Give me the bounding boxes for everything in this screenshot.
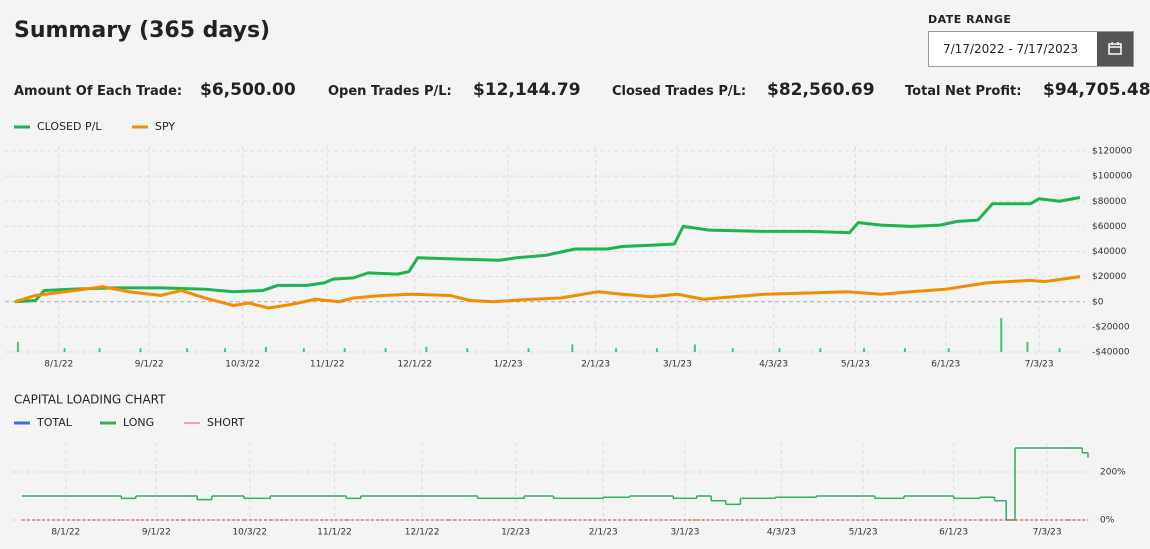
stat-value: $12,144.79 bbox=[473, 80, 581, 100]
x-tick-label: 8/1/22 bbox=[44, 360, 73, 370]
volume-bar bbox=[224, 348, 227, 352]
calendar-icon bbox=[1108, 42, 1122, 55]
y-tick-label: $0 bbox=[1092, 297, 1104, 307]
volume-bar bbox=[302, 348, 305, 352]
volume-bar bbox=[527, 348, 530, 352]
x-tick-label: 9/1/22 bbox=[135, 360, 164, 370]
x-tick-label: 6/1/23 bbox=[931, 360, 960, 370]
y-tick-label: $40000 bbox=[1092, 247, 1127, 257]
x-tick-label: 11/1/22 bbox=[317, 528, 352, 538]
x-tick-label: 4/3/23 bbox=[767, 528, 796, 538]
volume-bar bbox=[16, 341, 19, 352]
date-range-value: 7/17/2022 - 7/17/2023 bbox=[943, 42, 1079, 56]
x-tick-label: 1/2/23 bbox=[494, 360, 523, 370]
stat-label: Amount Of Each Trade: bbox=[14, 84, 183, 99]
page-title: Summary (365 days) bbox=[14, 18, 271, 43]
x-tick-label: 7/3/23 bbox=[1025, 360, 1054, 370]
volume-bar bbox=[139, 348, 142, 352]
legend-label: SHORT bbox=[207, 416, 245, 429]
x-tick-label: 1/2/23 bbox=[501, 528, 530, 538]
date-range-label: DATE RANGE bbox=[928, 13, 1012, 26]
stat-label: Closed Trades P/L: bbox=[612, 84, 747, 99]
volume-bar bbox=[343, 348, 346, 352]
x-tick-label: 2/1/23 bbox=[589, 528, 618, 538]
volume-bar bbox=[903, 348, 906, 352]
y-tick-label: $120000 bbox=[1092, 147, 1132, 157]
legend-label: CLOSED P/L bbox=[37, 120, 102, 133]
x-tick-label: 12/1/22 bbox=[397, 360, 432, 370]
volume-bar bbox=[466, 348, 469, 352]
volume-bar bbox=[1000, 318, 1003, 352]
x-tick-label: 4/3/23 bbox=[759, 360, 788, 370]
x-tick-label: 3/1/23 bbox=[670, 528, 699, 538]
x-tick-label: 11/1/22 bbox=[310, 360, 345, 370]
chart-title: CAPITAL LOADING CHART bbox=[14, 393, 166, 407]
volume-bar bbox=[778, 348, 781, 352]
stat-value: $94,705.48 bbox=[1043, 80, 1150, 100]
y-tick-label: $60000 bbox=[1092, 222, 1127, 232]
volume-bar bbox=[947, 348, 950, 352]
x-tick-label: 5/1/23 bbox=[849, 528, 878, 538]
y-tick-label: -$20000 bbox=[1092, 322, 1130, 332]
stat-label: Open Trades P/L: bbox=[328, 84, 452, 99]
x-tick-label: 3/1/23 bbox=[663, 360, 692, 370]
legend-label: TOTAL bbox=[36, 416, 73, 429]
series-line bbox=[14, 196, 1081, 304]
volume-bar bbox=[264, 346, 267, 352]
x-tick-label: 6/1/23 bbox=[939, 528, 968, 538]
x-tick-label: 2/1/23 bbox=[581, 360, 610, 370]
volume-bar bbox=[655, 348, 658, 352]
volume-bar bbox=[731, 348, 734, 352]
legend-label: SPY bbox=[155, 120, 175, 133]
volume-bar bbox=[186, 348, 189, 352]
volume-bar bbox=[63, 348, 66, 352]
series-line bbox=[14, 275, 1081, 310]
volume-bar bbox=[425, 346, 428, 352]
y-tick-label: 0% bbox=[1100, 516, 1115, 526]
date-range-input[interactable]: 7/17/2022 - 7/17/2023 bbox=[928, 31, 1134, 67]
stat-value: $6,500.00 bbox=[200, 80, 296, 100]
y-tick-label: $100000 bbox=[1092, 172, 1132, 182]
volume-bar bbox=[615, 348, 618, 352]
volume-bar bbox=[571, 344, 574, 352]
volume-bar bbox=[1058, 348, 1061, 352]
x-tick-label: 5/1/23 bbox=[841, 360, 870, 370]
x-tick-label: 8/1/22 bbox=[51, 528, 80, 538]
calendar-button[interactable] bbox=[1097, 32, 1133, 66]
y-tick-label: $20000 bbox=[1092, 272, 1127, 282]
stat-value: $82,560.69 bbox=[767, 80, 875, 100]
volume-bar bbox=[819, 348, 822, 352]
stat-label: Total Net Profit: bbox=[905, 84, 1022, 99]
x-tick-label: 7/3/23 bbox=[1033, 528, 1062, 538]
volume-bar bbox=[384, 348, 387, 352]
x-tick-label: 9/1/22 bbox=[142, 528, 171, 538]
y-tick-label: -$40000 bbox=[1092, 348, 1130, 358]
x-tick-label: 12/1/22 bbox=[405, 528, 440, 538]
volume-bar bbox=[693, 344, 696, 352]
y-tick-label: 200% bbox=[1100, 468, 1126, 478]
volume-bar bbox=[98, 348, 101, 352]
x-tick-label: 10/3/22 bbox=[225, 360, 260, 370]
volume-bar bbox=[863, 348, 866, 352]
y-tick-label: $80000 bbox=[1092, 197, 1127, 207]
volume-bar bbox=[1026, 341, 1029, 352]
legend-label: LONG bbox=[123, 416, 154, 429]
x-tick-label: 10/3/22 bbox=[232, 528, 267, 538]
